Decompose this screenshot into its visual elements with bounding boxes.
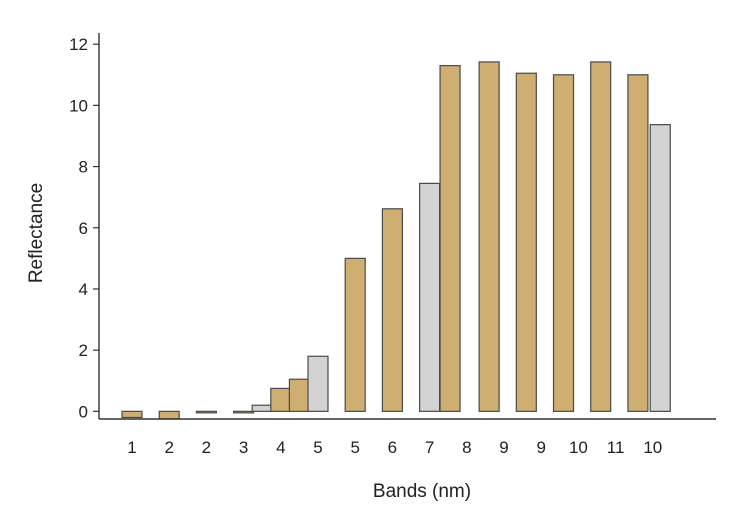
y-axis-ticks: 0 2 4 6 8 10 12 [69, 35, 99, 421]
x-tick-label: 5 [313, 438, 322, 457]
bar-12 [439, 64, 461, 412]
y-tick-label: 2 [79, 341, 88, 360]
bar-11 [419, 182, 441, 412]
x-tick-label: 1 [127, 438, 136, 457]
bar-8 [307, 355, 329, 412]
x-tick-label: 8 [462, 438, 471, 457]
bar-5 [251, 404, 273, 412]
y-tick-label: 12 [69, 35, 88, 54]
bar-10 [381, 208, 403, 412]
y-tick-label: 10 [69, 96, 88, 115]
x-tick-label: 4 [276, 438, 285, 457]
bar-17 [627, 74, 649, 412]
bar-18 [649, 124, 671, 412]
bar-16 [590, 61, 612, 412]
x-tick-label: 2 [202, 438, 211, 457]
x-tick-label: 10 [643, 438, 662, 457]
bar-3 [195, 410, 217, 414]
bar-7 [288, 378, 310, 412]
x-axis-ticks: 1 2 2 3 4 5 5 6 7 8 9 9 10 11 10 [127, 438, 662, 457]
x-tick-label: 5 [350, 438, 359, 457]
bar-1 [121, 410, 143, 419]
bar-4 [233, 410, 255, 414]
x-tick-label: 9 [499, 438, 508, 457]
bar-14 [515, 72, 537, 412]
y-tick-label: 4 [79, 280, 88, 299]
x-tick-label: 7 [425, 438, 434, 457]
bar-2 [158, 410, 180, 420]
bar-6 [270, 387, 292, 412]
bar-9 [344, 257, 366, 412]
y-tick-label: 6 [79, 219, 88, 238]
x-tick-label: 2 [164, 438, 173, 457]
bars-group [121, 61, 671, 420]
x-tick-label: 10 [569, 438, 588, 457]
bar-15 [552, 74, 575, 412]
x-tick-label: 3 [239, 438, 248, 457]
bar-13 [478, 61, 500, 412]
y-tick-label: 8 [79, 158, 88, 177]
x-tick-label: 6 [388, 438, 397, 457]
x-tick-label: 11 [607, 438, 625, 457]
y-tick-label: 0 [79, 402, 88, 421]
y-axis-title: Reflectance [26, 183, 47, 283]
x-tick-label: 9 [536, 438, 545, 457]
x-axis-title: Bands (nm) [373, 481, 471, 502]
